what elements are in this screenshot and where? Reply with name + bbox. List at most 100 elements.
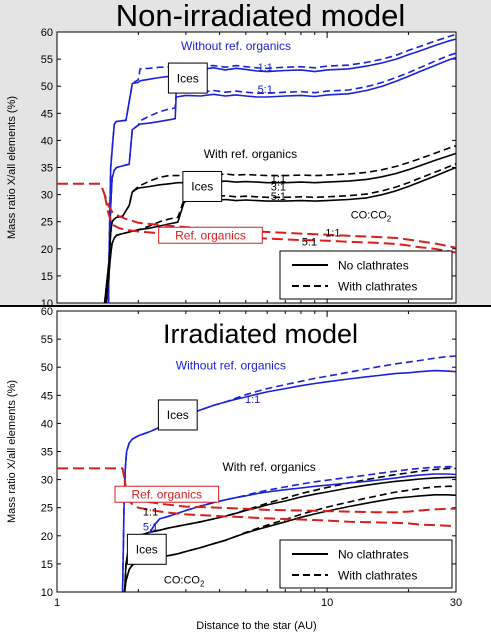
annotation: CO:CO2 xyxy=(164,574,205,588)
y-tick-label: 50 xyxy=(41,362,53,374)
annotation: 1:1 xyxy=(245,394,260,406)
annotation: Ref. organics xyxy=(114,485,220,503)
y-tick-label: 20 xyxy=(41,244,53,256)
series-line-ref-organics-5to1-no-clathrates xyxy=(105,166,456,303)
y-tick-label: 50 xyxy=(41,81,53,93)
annotation: Ices xyxy=(167,62,208,94)
annotation: Ices xyxy=(126,533,167,565)
annotation-label: Without ref. organics xyxy=(181,39,291,53)
annotation: With ref. organics xyxy=(222,460,315,474)
annotation-label: 1:1 xyxy=(245,394,260,406)
annotation: 5:1 xyxy=(302,237,317,249)
y-tick-label: 60 xyxy=(41,306,53,318)
y-tick-label: 20 xyxy=(41,531,53,543)
annotation: Without ref. organics xyxy=(176,359,286,373)
y-tick-label: 15 xyxy=(41,559,53,571)
y-tick-label: 30 xyxy=(41,190,53,202)
annotation: 5:1 xyxy=(258,84,273,96)
y-tick-label: 55 xyxy=(41,334,53,346)
annotation: Ref. organics xyxy=(158,226,263,244)
y-tick-label: 35 xyxy=(41,163,53,175)
annotation-label: Ices xyxy=(136,542,158,556)
legend-label-with-clathrates: With clathrates xyxy=(338,280,417,294)
annotation-subscript: 2 xyxy=(387,215,392,224)
y-tick-label: 45 xyxy=(41,390,53,402)
legend: No clathrates With clathrates xyxy=(279,539,453,589)
legend-label-no-clathrates: No clathrates xyxy=(338,548,409,562)
series-line-ref-organics-only-5to1-with-clathrates xyxy=(123,479,456,528)
y-tick-label: 25 xyxy=(41,217,53,229)
annotation-box xyxy=(114,485,220,503)
y-axis-label: Mass ratio X/all elements (%) xyxy=(6,380,18,523)
annotation-label: 5:1 xyxy=(302,237,317,249)
annotation-label: Ref. organics xyxy=(131,487,202,501)
annotation: Ices xyxy=(157,399,198,431)
annotation-box xyxy=(182,170,223,202)
annotation: 5:1 xyxy=(143,522,158,534)
annotation: 1:1 xyxy=(258,62,273,74)
x-axis-label: Distance to the star (AU) xyxy=(196,620,316,632)
annotation: Without ref. organics xyxy=(181,39,291,53)
annotation-label: 3:1 xyxy=(271,181,286,193)
annotation: 1:1 xyxy=(271,173,286,185)
y-tick-label: 40 xyxy=(41,418,53,430)
annotation-label: 5:1 xyxy=(258,84,273,96)
series-line-ref-organics-5to1-with-clathrates xyxy=(105,162,456,303)
annotation: 3:1 xyxy=(271,181,286,193)
x-tick-label: 30 xyxy=(450,597,462,609)
y-tick-label: 10 xyxy=(41,587,53,599)
y-tick-label: 15 xyxy=(41,271,53,283)
legend-box xyxy=(279,250,453,300)
y-tick-label: 35 xyxy=(41,447,53,459)
y-tick-label: 40 xyxy=(41,135,53,147)
legend-label-no-clathrates: No clathrates xyxy=(338,259,409,273)
legend-label-with-clathrates: With clathrates xyxy=(338,569,417,583)
annotation-label: Ices xyxy=(191,180,213,194)
annotation: 5:1 xyxy=(271,191,286,203)
annotation-label: 1:1 xyxy=(325,227,340,239)
chart-title: Non-irradiated model xyxy=(116,0,405,33)
legend: No clathrates With clathrates xyxy=(279,250,453,300)
annotation-subscript: 2 xyxy=(200,579,205,588)
y-tick-label: 25 xyxy=(41,503,53,515)
y-tick-label: 60 xyxy=(41,27,53,39)
annotation-label: CO:CO2 xyxy=(164,574,205,588)
annotation: Ices xyxy=(182,170,223,202)
series-line-no-ref-organics-1to1-with-clathrates xyxy=(121,355,456,592)
series-line-ref-organics-only-1to1-with-clathrates xyxy=(57,467,456,514)
series-line-no-ref-organics-5to1-with-clathrates xyxy=(107,52,456,303)
annotation: 1:1 xyxy=(143,506,158,518)
legend-box xyxy=(279,539,453,589)
annotation-label: With ref. organics xyxy=(222,460,315,474)
annotation: CO:CO2 xyxy=(351,210,392,224)
annotation-box xyxy=(167,62,208,94)
series-line-ref-organics-only-5to1-with-clathrates xyxy=(103,194,456,254)
annotation-label: Without ref. organics xyxy=(176,359,286,373)
annotation-box xyxy=(157,399,198,431)
chart-title: Irradiated model xyxy=(163,319,358,349)
annotation-label: Ref. organics xyxy=(175,228,246,242)
y-tick-label: 30 xyxy=(41,475,53,487)
y-tick-label: 45 xyxy=(41,108,53,120)
series-line-no-ref-organics-5to1-no-clathrates xyxy=(107,56,456,303)
x-tick-label: 10 xyxy=(321,597,333,609)
y-axis-label: Mass ratio X/all elements (%) xyxy=(6,96,18,239)
y-tick-label: 55 xyxy=(41,54,53,66)
annotation: 1:1 xyxy=(325,227,340,239)
x-tick-label: 1 xyxy=(54,597,60,609)
annotation-label: CO:CO2 xyxy=(351,210,392,224)
annotation-label: 1:1 xyxy=(258,62,273,74)
annotation-label: Ices xyxy=(167,408,189,422)
annotation-label: Ices xyxy=(177,71,199,85)
annotation-label: 5:1 xyxy=(143,522,158,534)
series-line-no-ref-organics-1to1-with-clathrates xyxy=(107,33,456,303)
annotation-box xyxy=(158,226,263,244)
series-group xyxy=(57,33,456,303)
annotation: With ref. organics xyxy=(204,147,297,161)
annotation-label: 5:1 xyxy=(271,191,286,203)
annotation-box xyxy=(126,533,167,565)
